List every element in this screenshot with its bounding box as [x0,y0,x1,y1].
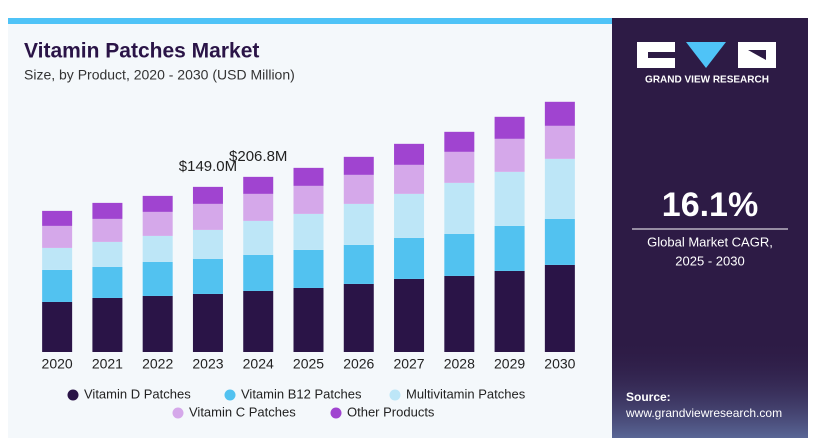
chart-subtitle: Size, by Product, 2020 - 2030 (USD Milli… [24,67,295,83]
legend-swatch [172,407,184,419]
bar-segment [394,143,425,165]
x-tick-label: 2023 [192,356,223,372]
bar-segment [92,266,123,298]
bar-segment [343,203,374,245]
x-tick-label: 2029 [494,356,525,372]
cagr-value: 16.1% [662,186,758,224]
bar-segment [394,164,425,194]
bar-segment [494,171,525,226]
bar-segment [42,225,73,248]
bar-segment [494,116,525,139]
bar-segment [494,270,525,352]
bar-segment [494,225,525,271]
bar-segment [444,275,475,352]
bar-segment [42,210,73,226]
bar-segment [494,138,525,172]
legend-swatch [224,389,236,401]
x-tick-label: 2020 [42,356,73,372]
x-tick-label: 2024 [243,356,274,372]
legend-label: Vitamin C Patches [189,404,296,419]
bar-segment [544,101,575,126]
legend-label: Other Products [347,404,435,419]
bar-segment [92,202,123,219]
legend-label: Vitamin D Patches [84,386,191,401]
bar-segment [192,186,223,204]
bar-segment [343,156,374,175]
bar-segment [444,151,475,183]
bar-segment [142,211,173,236]
bar-segment [544,264,575,352]
bar-segment [192,229,223,259]
bar-segment [92,297,123,352]
x-tick-label: 2021 [92,356,123,372]
bar-segment [394,237,425,279]
bar-segment [192,258,223,294]
bar-segment [142,235,173,262]
bar-segment [343,174,374,204]
bar-segment [243,176,274,194]
bar-segment [142,195,173,212]
bar-segment [544,158,575,219]
bar-segment [293,167,324,186]
logo [637,42,776,68]
bar-segment [42,301,73,352]
bar-segment [142,261,173,296]
legend-swatch [67,389,79,401]
wave-decoration [612,340,808,438]
bar-segment [444,233,475,276]
bar-segment [293,287,324,352]
bar-segment [544,125,575,159]
legend-label: Vitamin B12 Patches [241,386,362,401]
x-tick-label: 2022 [142,356,173,372]
bar-segment [444,182,475,234]
bar-segment [394,278,425,352]
bar-segment [92,241,123,267]
bar-segment [42,247,73,270]
bar-segment [243,193,274,221]
bar-segment [42,269,73,302]
top-strip [8,18,612,24]
bar-segment [444,131,475,152]
bar-segment [192,293,223,352]
bar-segment [243,290,274,352]
x-tick-label: 2026 [343,356,374,372]
legend-swatch [389,389,401,401]
cagr-caption: Global Market CAGR, [647,234,773,249]
x-tick-label: 2025 [293,356,324,372]
x-tick-label: 2028 [444,356,475,372]
bar-segment [343,244,374,284]
annotation: $149.0M [179,158,237,175]
bar-segment [92,218,123,242]
brand-name: GRAND VIEW RESEARCH [645,75,769,86]
cagr-caption: 2025 - 2030 [675,253,744,268]
bar-segment [142,295,173,352]
bar-segment [343,283,374,352]
bar-segment [293,249,324,288]
bar-segment [544,218,575,265]
source-url: www.grandviewresearch.com [625,406,782,420]
bar-segment [293,185,324,214]
x-tick-label: 2030 [544,356,575,372]
bar-segment [394,193,425,238]
x-tick-label: 2027 [393,356,424,372]
legend-label: Multivitamin Patches [406,386,526,401]
bar-segment [243,220,274,255]
bar-segment [243,254,274,291]
bar-segment [192,203,223,230]
source-label: Source: [626,390,671,404]
legend-swatch [330,407,342,419]
chart-title: Vitamin Patches Market [24,40,259,63]
bar-segment [293,213,324,250]
annotation: $206.8M [229,148,287,165]
